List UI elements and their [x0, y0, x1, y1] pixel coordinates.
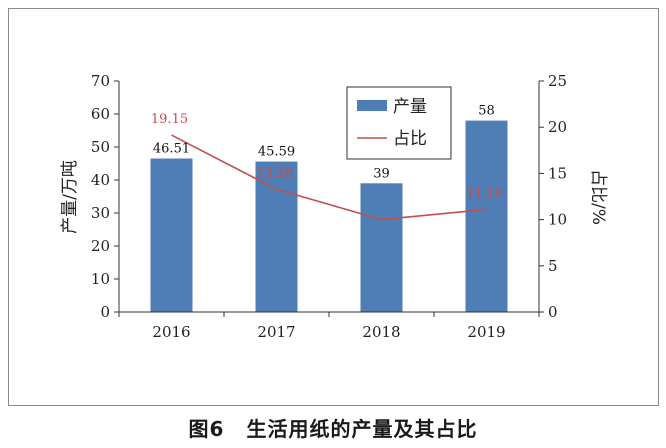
- figure-number: 图6: [188, 417, 225, 441]
- ratio-value-label: 13.28: [256, 166, 293, 181]
- left-tick-label: 40: [91, 171, 110, 189]
- right-tick-label: 25: [548, 72, 567, 90]
- bar-2019: [465, 120, 508, 312]
- left-tick-label: 30: [91, 204, 110, 222]
- chart-frame: 0 10 20 30 40 50 60 70 0 5 10 15 20 25 2016 2017 2018 201…: [8, 8, 659, 406]
- axes: 0 10 20 30 40 50 60 70 0 5 10 15 20 25 2016 2017 2018 201…: [60, 72, 608, 341]
- figure-caption: 图6 生活用纸的产量及其占比: [0, 413, 666, 442]
- x-tick-label: 2019: [467, 323, 505, 341]
- ratio-line: [171, 134, 487, 221]
- bar-2018: [360, 183, 403, 312]
- left-tick-label: 10: [91, 270, 110, 288]
- y2-axis-title: 占比/%: [588, 169, 608, 225]
- x-tick-label: 2017: [257, 323, 295, 341]
- bar-2017: [255, 161, 298, 312]
- y-axis-title: 产量/万吨: [60, 160, 80, 234]
- figure-title: 生活用纸的产量及其占比: [246, 417, 478, 441]
- x-tick-label: 2018: [362, 323, 400, 341]
- legend-box: [346, 86, 452, 160]
- chart: 0 10 20 30 40 50 60 70 0 5 10 15 20 25 2016 2017 2018 201…: [60, 72, 608, 341]
- ratio-value-label: 11.10: [466, 186, 503, 201]
- right-tick-label: 5: [548, 257, 558, 275]
- ratio-line-layer: [171, 134, 487, 221]
- legend: 产量 占比: [346, 86, 452, 160]
- legend-bar-swatch: [357, 100, 387, 111]
- bar-value-label: 39: [373, 166, 390, 181]
- bar-value-label: 46.51: [153, 142, 190, 157]
- labels: 46.51 45.59 39 58 19.15 13.28 11.10: [151, 104, 503, 202]
- right-tick-label: 0: [548, 303, 558, 321]
- bar-value-label: 45.59: [258, 145, 295, 160]
- bar-2016: [150, 158, 193, 312]
- bars: [150, 120, 508, 312]
- left-tick-label: 0: [100, 303, 110, 321]
- left-tick-label: 60: [91, 105, 110, 123]
- legend-bar-label: 产量: [393, 97, 427, 117]
- right-tick-label: 10: [548, 211, 567, 229]
- left-tick-label: 20: [91, 237, 110, 255]
- bar-value-label: 58: [478, 104, 495, 119]
- left-tick-label: 50: [91, 138, 110, 156]
- right-tick-label: 15: [548, 164, 567, 182]
- left-tick-label: 70: [91, 72, 110, 90]
- x-tick-label: 2016: [152, 323, 190, 341]
- right-tick-label: 20: [548, 118, 567, 136]
- legend-line-label: 占比: [393, 129, 427, 149]
- ratio-value-label: 19.15: [151, 112, 188, 127]
